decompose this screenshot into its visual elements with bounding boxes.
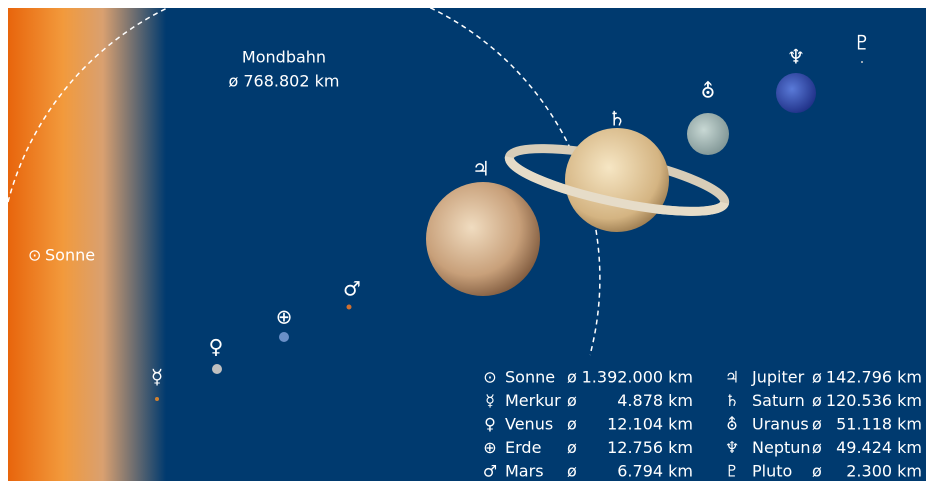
legend-name: Neptun — [752, 438, 811, 457]
neptune-symbol: ♆ — [787, 45, 805, 69]
legend-diameter: 6.794 km — [617, 462, 693, 481]
uranus — [687, 113, 729, 155]
legend-name: Erde — [505, 438, 541, 457]
orbit-label: Mondbahn — [242, 48, 326, 67]
legend-name: Merkur — [505, 391, 561, 410]
jupiter — [426, 182, 540, 296]
sun-label: Sonne — [45, 246, 95, 265]
mars-symbol: ♂ — [343, 277, 361, 301]
mercury — [155, 397, 159, 401]
orbit-diameter: ø 768.802 km — [229, 72, 340, 91]
solar-system-diagram: Mondbahn ø 768.802 km ⊙ Sonne ☿ ♀ ⊕ ♂ ♃ … — [0, 0, 934, 489]
legend-symbol: ⊙ — [483, 368, 496, 387]
pluto — [861, 61, 863, 63]
sun-symbol: ⊙ — [28, 246, 41, 265]
legend-prefix: ø — [812, 368, 822, 387]
neptune — [776, 73, 816, 113]
legend-symbol: ♂ — [483, 462, 497, 481]
legend-diameter: 120.536 km — [826, 391, 922, 410]
legend-name: Pluto — [752, 462, 792, 481]
legend-prefix: ø — [812, 462, 822, 481]
mercury-symbol: ☿ — [151, 365, 163, 389]
legend-diameter: 142.796 km — [826, 368, 922, 387]
legend-diameter: 12.756 km — [607, 438, 693, 457]
legend-prefix: ø — [567, 391, 577, 410]
legend-symbol: ⊕ — [483, 438, 496, 457]
legend-name: Uranus — [752, 415, 809, 434]
legend-diameter: 1.392.000 km — [582, 368, 693, 387]
earth — [279, 332, 289, 342]
legend-diameter: 4.878 km — [617, 391, 693, 410]
legend-symbol: ♇ — [725, 462, 739, 481]
legend-name: Jupiter — [751, 368, 805, 387]
legend-prefix: ø — [567, 415, 577, 434]
saturn-symbol: ♄ — [608, 107, 626, 131]
legend-prefix: ø — [567, 462, 577, 481]
legend-prefix: ø — [812, 391, 822, 410]
legend-symbol: ♄ — [725, 391, 739, 410]
legend-symbol: ⛢ — [726, 415, 738, 434]
legend-name: Sonne — [505, 368, 555, 387]
legend-diameter: 49.424 km — [836, 438, 922, 457]
uranus-symbol: ⛢ — [701, 79, 716, 103]
legend-prefix: ø — [812, 415, 822, 434]
jupiter-symbol: ♃ — [472, 157, 490, 181]
pluto-symbol: ♇ — [853, 31, 871, 55]
legend-prefix: ø — [567, 438, 577, 457]
legend-prefix: ø — [567, 368, 577, 387]
legend-name: Venus — [505, 415, 553, 434]
legend-symbol: ♆ — [725, 438, 739, 457]
legend-diameter: 51.118 km — [836, 415, 922, 434]
mars — [347, 305, 352, 310]
earth-symbol: ⊕ — [276, 305, 293, 329]
venus-symbol: ♀ — [209, 335, 224, 359]
legend-diameter: 2.300 km — [846, 462, 922, 481]
sun-surface — [8, 8, 166, 481]
legend-diameter: 12.104 km — [607, 415, 693, 434]
legend-symbol: ♃ — [725, 368, 739, 387]
legend-prefix: ø — [812, 438, 822, 457]
legend-symbol: ☿ — [485, 391, 495, 410]
venus — [212, 364, 222, 374]
legend-name: Saturn — [752, 391, 805, 410]
legend-name: Mars — [505, 462, 544, 481]
legend-symbol: ♀ — [484, 415, 496, 434]
